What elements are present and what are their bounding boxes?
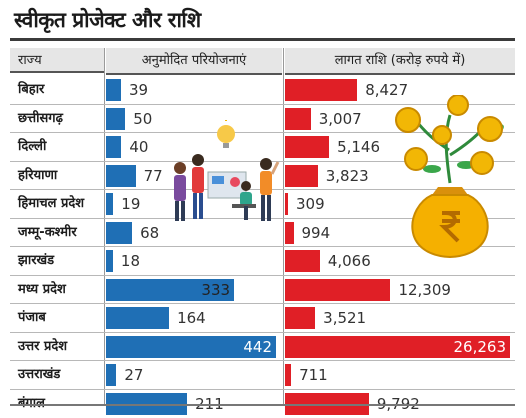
row-divider bbox=[10, 274, 515, 276]
projects-bar bbox=[106, 79, 121, 101]
projects-value-label: 39 bbox=[129, 81, 149, 99]
cost-bar bbox=[285, 107, 311, 130]
projects-bar bbox=[106, 164, 136, 187]
header-state: राज्य bbox=[10, 48, 104, 73]
state-label: दिल्ली bbox=[18, 139, 47, 154]
cost-value-label: 4,066 bbox=[327, 252, 371, 270]
cost-bar bbox=[285, 79, 358, 101]
cost-bar bbox=[285, 250, 320, 272]
projects-value-label: 50 bbox=[133, 109, 153, 128]
state-label: हिमाचल प्रदेश bbox=[18, 196, 85, 211]
cost-bar bbox=[285, 307, 316, 329]
state-label: बंगाल bbox=[18, 395, 45, 411]
cost-value-label: 711 bbox=[299, 366, 328, 384]
cost-value-label: 3,521 bbox=[323, 309, 367, 327]
projects-bar bbox=[106, 335, 276, 358]
cost-value-label: 3,823 bbox=[325, 166, 369, 185]
projects-value-label: 18 bbox=[120, 252, 141, 270]
cost-bar bbox=[285, 221, 294, 244]
projects-bar bbox=[106, 107, 126, 130]
title-underline bbox=[10, 38, 515, 41]
state-label: मध्य प्रदेश bbox=[18, 281, 66, 297]
row-divider bbox=[10, 132, 515, 133]
projects-value-label: 164 bbox=[177, 309, 206, 327]
projects-value-label: 442 bbox=[243, 337, 272, 356]
cost-bar bbox=[285, 164, 318, 187]
cost-value-label: 994 bbox=[301, 223, 331, 242]
row-divider bbox=[10, 103, 515, 105]
state-label: उत्तर प्रदेश bbox=[18, 338, 68, 354]
state-label: जम्मू-कश्मीर bbox=[18, 224, 77, 240]
projects-bar bbox=[106, 250, 113, 272]
row-divider bbox=[10, 331, 515, 333]
header-projects: अनुमोदित परियोजनाएं bbox=[106, 48, 282, 75]
cost-bar bbox=[285, 193, 288, 215]
projects-bar bbox=[106, 193, 114, 215]
state-label: पंजाब bbox=[18, 310, 46, 325]
state-label: छत्तीसगढ़ bbox=[18, 110, 63, 126]
cost-value-label: 26,263 bbox=[453, 337, 507, 356]
cost-value-label: 9,792 bbox=[377, 393, 420, 415]
cost-bar bbox=[285, 364, 292, 386]
state-label: उत्तराखंड bbox=[18, 367, 61, 382]
money-bag-illustration bbox=[395, 95, 504, 259]
cost-value-label: 8,427 bbox=[365, 81, 409, 99]
cost-value-label: 309 bbox=[296, 195, 325, 213]
projects-value-label: 211 bbox=[195, 393, 224, 415]
row-divider bbox=[10, 388, 515, 390]
chart-title: स्वीकृत प्रोजेक्ट और राशि bbox=[14, 8, 201, 32]
projects-value-label: 68 bbox=[140, 223, 160, 242]
projects-bar bbox=[106, 221, 133, 244]
projects-value-label: 333 bbox=[201, 280, 231, 299]
row-divider bbox=[10, 360, 515, 361]
state-label: बिहार bbox=[18, 82, 45, 97]
column-divider-2 bbox=[283, 48, 284, 404]
state-label: हरियाणा bbox=[18, 167, 58, 183]
projects-value-label: 27 bbox=[124, 366, 144, 384]
projects-value-label: 40 bbox=[129, 138, 149, 156]
projects-bar bbox=[106, 392, 188, 415]
projects-value-label: 77 bbox=[143, 166, 163, 185]
cost-value-label: 5,146 bbox=[337, 138, 381, 156]
row-divider bbox=[10, 303, 515, 304]
cost-bar bbox=[285, 136, 330, 158]
projects-bar bbox=[106, 278, 235, 301]
projects-bar bbox=[106, 136, 122, 158]
projects-bar bbox=[106, 364, 117, 386]
cost-bar bbox=[285, 392, 369, 415]
cost-value-label: 12,309 bbox=[398, 280, 451, 299]
cost-bar bbox=[285, 335, 510, 358]
projects-bar bbox=[106, 307, 170, 329]
cost-value-label: 3,007 bbox=[318, 109, 362, 128]
cost-bar bbox=[285, 278, 391, 301]
header-cost: लागत राशि (करोड़ रुपये में) bbox=[285, 48, 515, 75]
column-divider-1 bbox=[104, 48, 105, 404]
bottom-rule bbox=[10, 404, 515, 406]
projects-value-label: 19 bbox=[121, 195, 141, 213]
row-divider bbox=[10, 246, 515, 247]
team-illustration bbox=[174, 120, 280, 221]
state-label: झारखंड bbox=[18, 253, 55, 268]
